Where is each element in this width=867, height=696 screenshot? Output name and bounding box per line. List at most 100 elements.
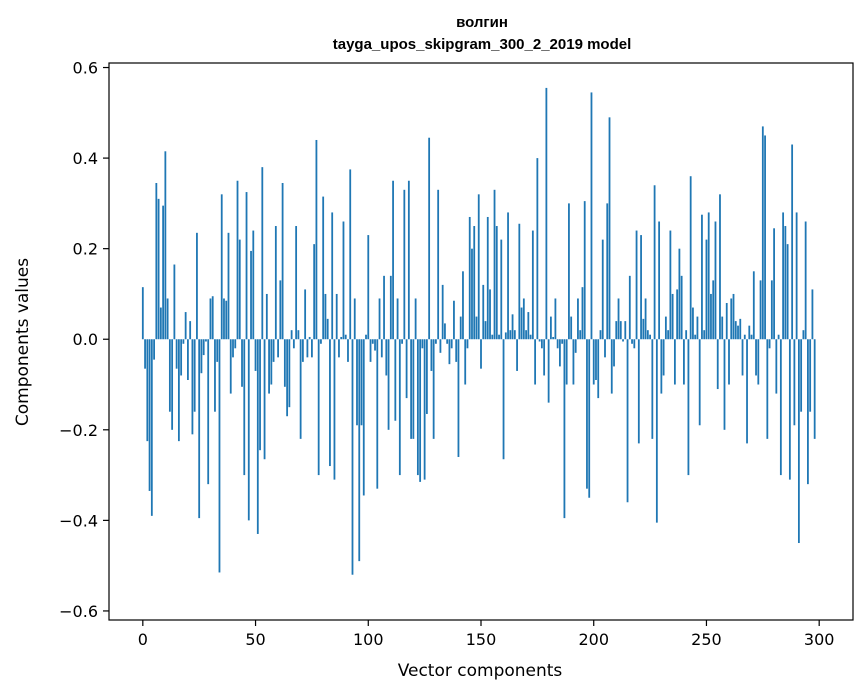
bar <box>714 221 717 340</box>
bar <box>464 339 467 385</box>
bar <box>809 339 812 412</box>
bars-group <box>141 87 816 575</box>
bar <box>320 339 322 344</box>
bar <box>211 296 214 340</box>
bar <box>209 298 212 340</box>
bar <box>489 289 491 340</box>
bar <box>698 339 701 426</box>
bar <box>459 316 462 340</box>
bar <box>214 339 216 412</box>
bar <box>365 334 367 340</box>
bar <box>268 339 270 394</box>
bar <box>191 339 194 435</box>
bar <box>141 287 144 340</box>
bar <box>333 339 336 480</box>
bar <box>277 339 279 358</box>
bar <box>633 339 636 349</box>
bar <box>168 339 171 412</box>
bar <box>617 298 620 340</box>
bar <box>786 244 789 340</box>
bar <box>317 339 320 476</box>
y-tick-label: 0.4 <box>73 149 98 168</box>
bar <box>252 230 255 340</box>
bar <box>166 298 169 340</box>
bar <box>498 334 500 340</box>
bar <box>351 339 354 575</box>
bar <box>549 316 552 340</box>
bar <box>637 339 640 444</box>
bar <box>245 192 248 340</box>
bar <box>545 87 548 340</box>
bar <box>225 300 228 340</box>
bar <box>572 339 575 385</box>
bar <box>202 339 205 356</box>
chart-title: волгин <box>456 14 508 31</box>
bar <box>667 330 670 340</box>
x-tick-label: 200 <box>578 630 609 649</box>
bar <box>646 330 649 340</box>
bar <box>642 318 645 340</box>
bar <box>367 235 370 340</box>
bar <box>263 339 266 460</box>
bar <box>398 339 401 476</box>
bar <box>581 287 584 340</box>
bar <box>561 339 564 344</box>
bar <box>261 167 264 340</box>
bar <box>265 293 268 340</box>
bar <box>653 185 656 340</box>
x-axis-label: Vector components <box>398 661 563 681</box>
bar <box>615 321 618 340</box>
bar <box>730 298 733 340</box>
bar <box>683 339 685 385</box>
bar <box>295 226 298 340</box>
bar <box>380 339 383 358</box>
bar <box>144 339 146 369</box>
bar <box>444 323 446 340</box>
bar <box>430 339 433 371</box>
bar <box>563 339 566 519</box>
bar <box>473 226 476 340</box>
bar <box>804 221 807 340</box>
bar <box>694 334 697 340</box>
bar <box>574 339 577 353</box>
bar <box>180 339 183 376</box>
bar <box>356 339 358 426</box>
bar <box>811 289 814 340</box>
bar <box>286 339 289 417</box>
bar <box>344 334 347 340</box>
bar <box>227 232 230 340</box>
bar <box>746 339 748 444</box>
bar <box>739 318 742 340</box>
bar <box>387 339 390 430</box>
bar <box>775 339 778 394</box>
bar <box>279 280 282 340</box>
bar <box>148 339 151 491</box>
bar <box>200 339 203 374</box>
bar <box>331 212 334 340</box>
bar <box>734 321 737 340</box>
bar <box>529 334 532 340</box>
bar <box>299 339 302 439</box>
bar <box>448 339 451 365</box>
bar <box>335 293 338 340</box>
y-axis-label: Components values <box>13 258 33 426</box>
bar <box>773 228 775 340</box>
bar <box>628 275 631 340</box>
bar <box>173 264 176 340</box>
bar <box>599 330 602 340</box>
bar <box>177 339 180 442</box>
bar <box>511 314 514 340</box>
bar <box>802 330 805 340</box>
bar <box>164 151 167 340</box>
bar <box>791 144 794 340</box>
bar <box>241 339 243 387</box>
bar <box>579 330 582 340</box>
bar <box>716 339 719 390</box>
bar <box>288 339 291 408</box>
bar <box>673 339 676 385</box>
bar <box>270 339 273 385</box>
bar <box>500 239 503 340</box>
bar <box>416 339 419 476</box>
bar <box>304 289 307 340</box>
